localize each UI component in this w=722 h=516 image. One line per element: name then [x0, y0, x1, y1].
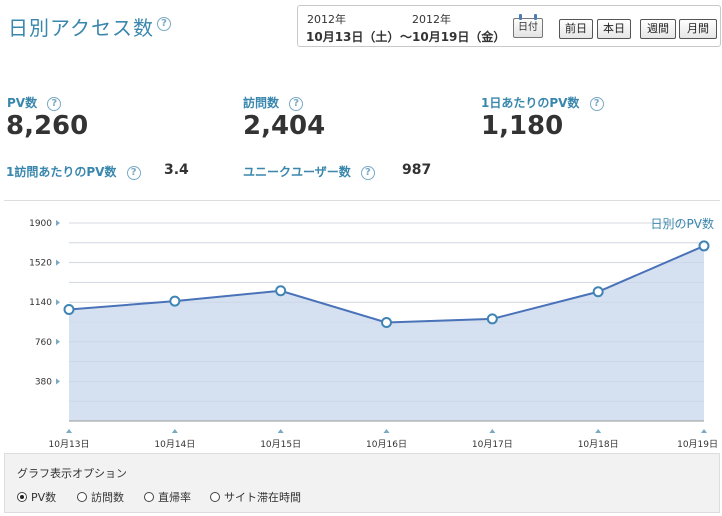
data-point-10月18日 — [592, 286, 604, 298]
today-button[interactable]: 本日 — [597, 19, 631, 39]
x-tick-label: 10月19日 — [677, 439, 718, 450]
help-icon[interactable]: ? — [126, 165, 141, 180]
prev-day-button[interactable]: 前日 — [559, 19, 593, 39]
chart-title: 日別のPV数 — [651, 216, 714, 231]
radio-pv[interactable] — [17, 492, 27, 502]
unique-users-label: ユニークユーザー数 ? — [243, 163, 375, 180]
radio-visits[interactable] — [77, 492, 87, 502]
y-tick-marker — [56, 338, 60, 345]
pv-per-day-label-text: 1日あたりのPV数 — [481, 96, 580, 110]
pv-per-visit-label: 1訪問あたりのPV数 ? — [6, 163, 141, 180]
y-tick-label: 1520 — [29, 259, 52, 269]
end-date: ～10月19日（金） — [400, 30, 506, 44]
help-icon[interactable]: ? — [47, 96, 62, 111]
pv-per-visit-value: 3.4 — [164, 162, 189, 178]
pv-per-day-label: 1日あたりのPV数 ? — [481, 94, 604, 111]
y-tick-label: 1900 — [29, 219, 52, 229]
data-point-10月13日 — [63, 303, 75, 315]
x-tick-label: 10月17日 — [472, 439, 513, 450]
pv-chart: 380 760 1140 1520 1900 10月13日 10月14日 10月15日 10月1… — [29, 216, 718, 450]
date-range-box: 2012年 10月13日（土） 2012年 ～10月19日（金） 日付 前日 本… — [297, 5, 721, 47]
data-point-10月15日 — [275, 285, 287, 297]
x-tick-label: 10月15日 — [260, 439, 301, 450]
y-tick-marker — [56, 299, 60, 306]
start-year: 2012年 — [307, 13, 346, 26]
x-tick-label: 10月13日 — [49, 439, 90, 450]
series-area — [69, 245, 704, 421]
y-tick-marker — [56, 378, 60, 385]
visits-label: 訪問数 ? — [243, 94, 304, 111]
pv-per-visit-label-text: 1訪問あたりのPV数 — [6, 165, 117, 179]
option-visits-label: 訪問数 — [91, 491, 124, 504]
x-tick-label: 10月16日 — [366, 439, 407, 450]
graph-options: グラフ表示オプション PV数 訪問数 直帰率 サイト滞在時間 — [4, 453, 720, 513]
chart-panel: 380 760 1140 1520 1900 10月13日 10月14日 10月15日 10月1… — [4, 200, 720, 452]
option-duration-label: サイト滞在時間 — [224, 491, 301, 504]
y-tick-label: 380 — [35, 377, 52, 387]
start-date: 10月13日（土） — [306, 30, 400, 44]
calendar-button[interactable]: 日付 — [513, 14, 543, 38]
option-bounce[interactable]: 直帰率 — [144, 489, 191, 505]
y-tick-label: 1140 — [29, 298, 52, 308]
x-tick-marker — [66, 429, 72, 433]
x-tick-marker — [701, 429, 707, 433]
y-tick-label: 760 — [35, 338, 52, 348]
x-tick-label: 10月18日 — [578, 439, 619, 450]
pv-label: PV数 ? — [7, 94, 62, 111]
data-point-10月19日 — [698, 240, 710, 252]
week-button[interactable]: 週間 — [640, 19, 676, 39]
option-bounce-label: 直帰率 — [158, 491, 191, 504]
x-tick-marker — [277, 429, 284, 433]
data-point-10月17日 — [486, 313, 498, 325]
page-title: 日別アクセス数 — [8, 16, 154, 40]
option-visits[interactable]: 訪問数 — [77, 489, 124, 505]
help-icon[interactable]: ? — [360, 165, 375, 180]
unique-users-value: 987 — [402, 162, 432, 178]
header: 日別アクセス数 ? 2012年 10月13日（土） 2012年 ～10月19日（… — [0, 0, 722, 60]
radio-duration[interactable] — [210, 492, 220, 502]
radio-bounce[interactable] — [144, 492, 154, 502]
visits-label-text: 訪問数 — [243, 96, 280, 110]
options-title: グラフ表示オプション — [17, 467, 127, 480]
x-tick-marker — [171, 429, 178, 433]
pv-per-day-value: 1,180 — [481, 111, 564, 141]
x-tick-marker — [595, 429, 602, 433]
x-tick-marker — [489, 429, 496, 433]
option-pv[interactable]: PV数 — [17, 489, 56, 505]
help-icon[interactable]: ? — [589, 96, 604, 111]
data-point-10月14日 — [169, 295, 181, 307]
x-tick-marker — [383, 429, 390, 433]
y-tick-marker — [56, 259, 60, 266]
x-tick-label: 10月14日 — [154, 439, 195, 450]
month-button[interactable]: 月間 — [679, 19, 717, 39]
visits-value: 2,404 — [243, 111, 326, 141]
option-pv-label: PV数 — [31, 491, 57, 504]
help-icon[interactable]: ? — [157, 17, 171, 31]
y-tick-marker — [56, 220, 60, 226]
data-point-10月16日 — [381, 317, 392, 329]
option-duration[interactable]: サイト滞在時間 — [210, 489, 301, 505]
pv-label-text: PV数 — [7, 96, 38, 110]
help-icon[interactable]: ? — [289, 96, 304, 111]
end-year: 2012年 — [412, 13, 451, 26]
unique-users-label-text: ユニークユーザー数 — [243, 165, 351, 179]
pv-value: 8,260 — [6, 111, 89, 141]
